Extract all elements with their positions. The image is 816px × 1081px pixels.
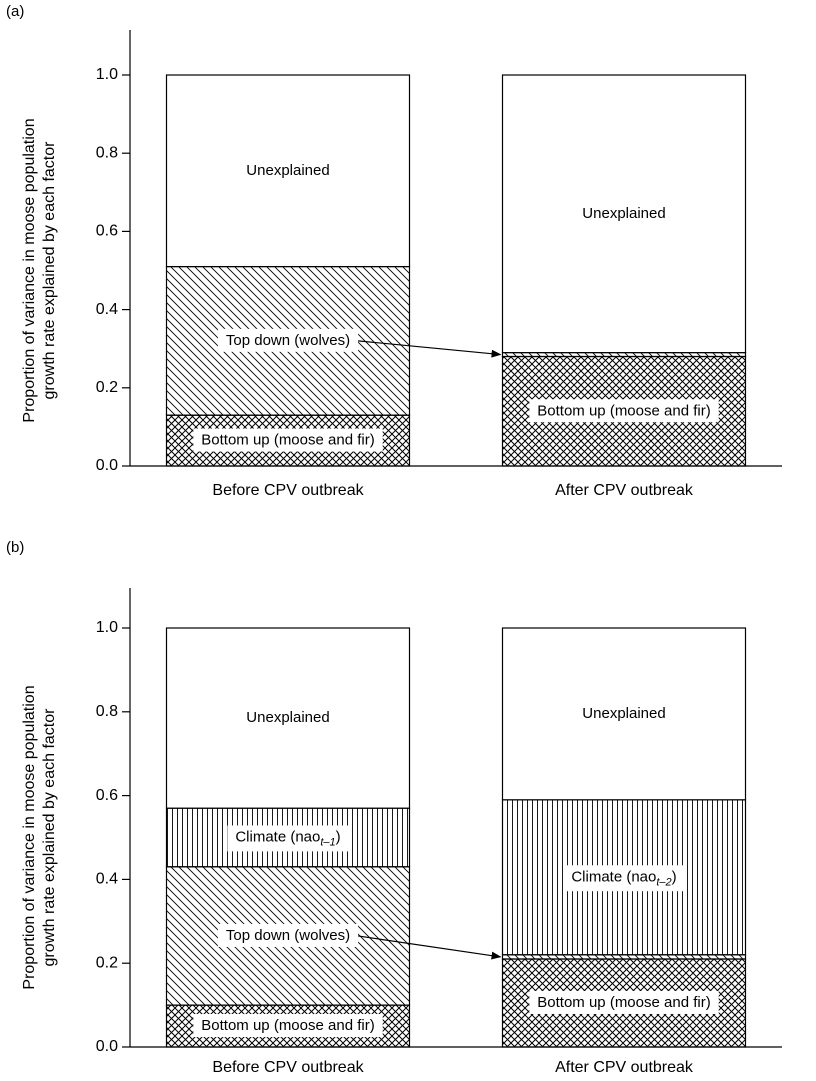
- segment-label: Unexplained: [246, 162, 329, 179]
- label-text-end: ): [672, 868, 677, 885]
- segment-label-group: Unexplained: [582, 705, 665, 722]
- y-tick-label: 0.4: [96, 301, 118, 318]
- y-tick-label: 0.2: [96, 954, 118, 971]
- segment-label: Climate (naot–1): [235, 828, 340, 848]
- segment-label: Unexplained: [246, 709, 329, 726]
- segment-label-group: Bottom up (moose and fir): [529, 399, 719, 423]
- label-text: Top down (wolves): [226, 927, 350, 944]
- y-tick-label: 1.0: [96, 619, 118, 636]
- bar-segment: [501, 954, 747, 960]
- segment-label-group: Unexplained: [246, 709, 329, 726]
- segment-label-group: Bottom up (moose and fir): [193, 1014, 383, 1038]
- label-subscript: t–1: [320, 836, 335, 848]
- y-axis-label: growth rate explained by each factor: [41, 708, 58, 967]
- y-tick-label: 0.4: [96, 871, 118, 888]
- y-axis-label: Proportion of variance in moose populati…: [21, 118, 38, 422]
- segment-label: Bottom up (moose and fir): [537, 994, 710, 1011]
- label-background: [563, 865, 685, 892]
- y-tick-label: 1.0: [96, 66, 118, 83]
- label-background: [217, 328, 359, 352]
- y-tick-label: 0.0: [96, 1038, 118, 1055]
- y-tick-label: 0.2: [96, 379, 118, 396]
- label-background: [529, 990, 719, 1014]
- panel-label: (a): [6, 3, 24, 20]
- x-tick-label: After CPV outbreak: [555, 482, 694, 499]
- segment-label-group: Top down (wolves): [217, 923, 359, 947]
- y-tick-label: 0.6: [96, 223, 118, 240]
- label-text: Climate (nao: [235, 828, 320, 845]
- label-background: [217, 923, 359, 947]
- y-tick-label: 0.0: [96, 457, 118, 474]
- label-text: Unexplained: [246, 709, 329, 726]
- segment-label: Top down (wolves): [226, 332, 350, 349]
- segment-label-group: Bottom up (moose and fir): [193, 428, 383, 452]
- segment-label: Climate (naot–2): [571, 868, 676, 888]
- label-text: Unexplained: [582, 205, 665, 222]
- segment-label-group: Climate (naot–1): [227, 825, 349, 852]
- label-background: [227, 825, 349, 852]
- bar-segment: [501, 74, 747, 354]
- segment-label-group: Top down (wolves): [217, 328, 359, 352]
- bar-segment: [165, 627, 411, 809]
- x-tick-label: After CPV outbreak: [555, 1059, 694, 1076]
- segment-label: Bottom up (moose and fir): [537, 402, 710, 419]
- y-tick-label: 0.6: [96, 787, 118, 804]
- segment-label: Unexplained: [582, 705, 665, 722]
- segment-label: Top down (wolves): [226, 927, 350, 944]
- label-text: Bottom up (moose and fir): [201, 1017, 374, 1034]
- y-tick-label: 0.8: [96, 144, 118, 161]
- x-tick-label: Before CPV outbreak: [212, 1059, 364, 1076]
- segment-label-group: Unexplained: [246, 162, 329, 179]
- y-tick-label: 0.8: [96, 703, 118, 720]
- label-text: Bottom up (moose and fir): [537, 402, 710, 419]
- y-axis-label: Proportion of variance in moose populati…: [21, 685, 38, 989]
- label-background: [529, 399, 719, 423]
- label-arrow: [358, 340, 502, 358]
- bar-segment: [501, 627, 747, 801]
- bar-segment: [165, 74, 411, 268]
- label-text: Climate (nao: [571, 868, 656, 885]
- segment-label: Bottom up (moose and fir): [201, 432, 374, 449]
- segment-label-group: Unexplained: [582, 205, 665, 222]
- segment-label: Unexplained: [582, 205, 665, 222]
- segment-label-group: Bottom up (moose and fir): [529, 990, 719, 1014]
- segment-label: Bottom up (moose and fir): [201, 1017, 374, 1034]
- label-text: Bottom up (moose and fir): [201, 432, 374, 449]
- label-subscript: t–2: [656, 876, 671, 888]
- label-arrow: [358, 935, 502, 960]
- label-text: Unexplained: [246, 162, 329, 179]
- label-text-end: ): [336, 828, 341, 845]
- label-text: Top down (wolves): [226, 332, 350, 349]
- segment-label-group: Climate (naot–2): [563, 865, 685, 892]
- label-text: Bottom up (moose and fir): [537, 994, 710, 1011]
- label-text: Unexplained: [582, 705, 665, 722]
- label-background: [193, 1014, 383, 1038]
- y-axis-label: growth rate explained by each factor: [41, 141, 58, 400]
- label-background: [193, 428, 383, 452]
- x-tick-label: Before CPV outbreak: [212, 482, 364, 499]
- panel-label: (b): [6, 539, 24, 556]
